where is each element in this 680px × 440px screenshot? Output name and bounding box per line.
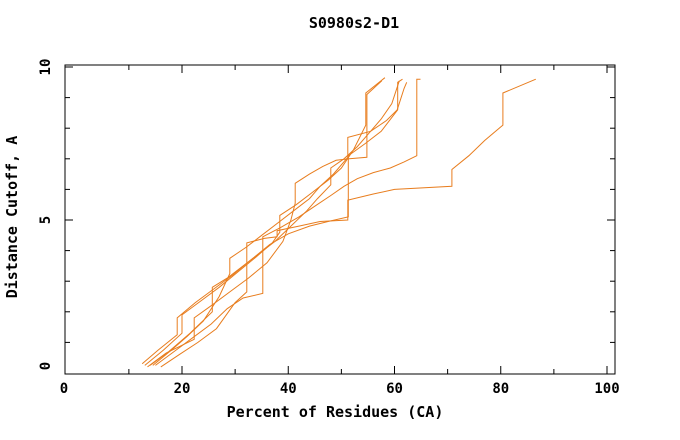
series-line-7 <box>160 78 536 368</box>
x-tick-label: 60 <box>386 381 403 397</box>
y-tick-label: 10 <box>38 59 54 76</box>
x-tick-label: 100 <box>594 381 619 397</box>
series-line-4 <box>147 80 383 368</box>
x-tick-label: 0 <box>60 381 68 397</box>
series-line-6 <box>155 78 421 366</box>
x-axis-title: Percent of Residues (CA) <box>227 403 444 421</box>
data-series <box>141 77 536 368</box>
x-tick-label: 80 <box>492 381 509 397</box>
x-tick-label: 20 <box>174 381 191 397</box>
chart-title: S0980s2-D1 <box>309 14 399 32</box>
series-line-3 <box>149 80 400 366</box>
series-line-2 <box>141 78 403 365</box>
y-axis-title: Distance Cutoff, A <box>3 136 21 299</box>
axes: 0 20 40 60 80 100 0 5 10 <box>38 59 620 397</box>
plot-box <box>64 64 616 375</box>
series-line-1 <box>144 77 386 366</box>
y-tick-label: 0 <box>38 362 54 370</box>
y-tick-label: 5 <box>38 216 54 224</box>
x-tick-label: 40 <box>280 381 297 397</box>
series-line-5 <box>152 82 408 366</box>
